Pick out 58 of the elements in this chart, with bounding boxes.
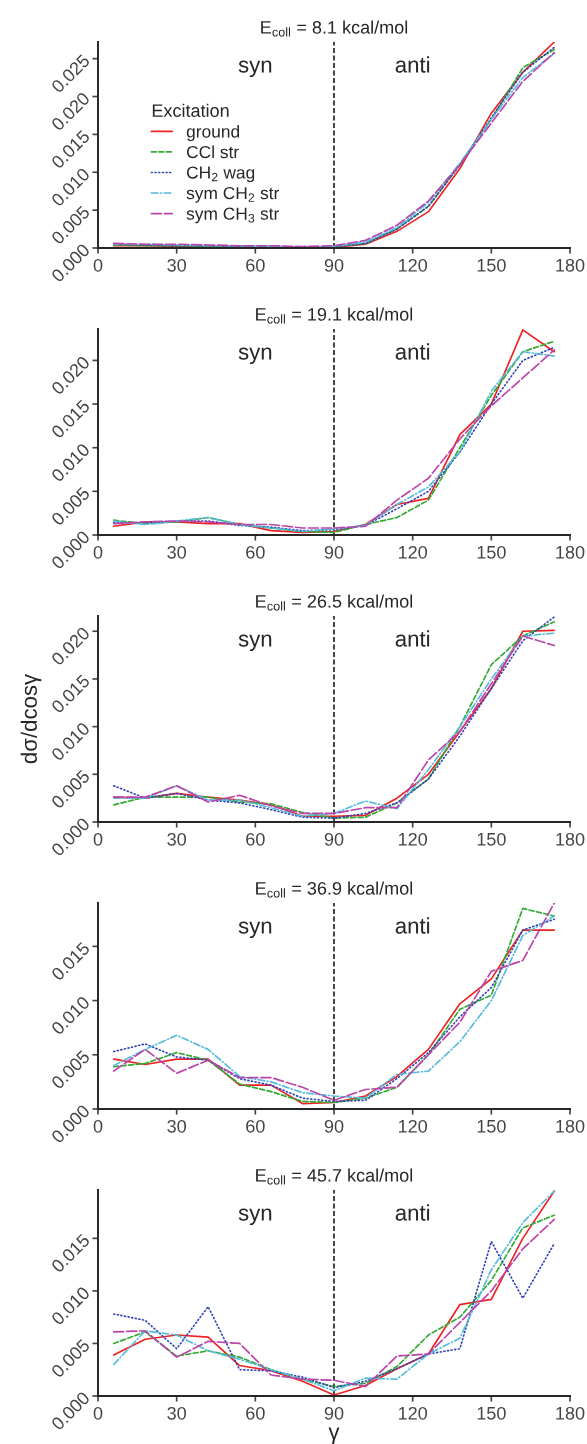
annotation: anti xyxy=(395,1204,430,1221)
x-tick-label: 120 xyxy=(398,258,428,272)
annotation: syn xyxy=(238,634,272,652)
x-tick-label: 180 xyxy=(556,258,585,272)
annotation: syn xyxy=(238,1208,272,1226)
annotation: anti xyxy=(395,343,430,360)
x-tick-label: 150 xyxy=(477,258,506,272)
annotation: syn xyxy=(238,347,272,365)
legend-title: Excitation xyxy=(152,103,229,118)
x-tick-label: 120 xyxy=(398,1119,428,1133)
annotation: anti xyxy=(395,917,430,934)
x-tick-label: 120 xyxy=(398,1406,428,1420)
x-tick-label: 0 xyxy=(93,258,103,272)
legend-label: CCl str xyxy=(186,145,239,159)
legend-label: sym CH$_{2}$ str xyxy=(186,186,280,203)
x-tick-label: 120 xyxy=(398,832,428,846)
x-axis-title: γ xyxy=(328,1427,340,1444)
x-tick-label: 90 xyxy=(324,545,344,559)
annotation: anti xyxy=(395,56,430,73)
x-tick-label: 90 xyxy=(324,832,344,846)
x-tick-label: 60 xyxy=(246,258,265,272)
x-tick-label: 150 xyxy=(477,1119,506,1133)
x-tick-label: 120 xyxy=(398,545,428,559)
x-tick-label: 150 xyxy=(477,832,506,846)
x-tick-label: 180 xyxy=(556,1406,585,1420)
chart-title: E$_{coll}$ = 8.1 kcal/mol xyxy=(261,20,408,37)
legend-label: sym CH$_{3}$ str xyxy=(186,207,280,224)
x-tick-label: 60 xyxy=(246,1406,265,1420)
chart-title: E$_{coll}$ = 19.1 kcal/mol xyxy=(256,307,413,324)
x-tick-label: 0 xyxy=(93,545,103,559)
x-tick-label: 180 xyxy=(556,1119,585,1133)
x-tick-label: 0 xyxy=(93,1119,103,1133)
x-tick-label: 60 xyxy=(246,1119,265,1133)
x-tick-label: 90 xyxy=(324,1119,344,1133)
annotation: syn xyxy=(238,60,272,78)
x-tick-label: 30 xyxy=(167,545,186,559)
annotation: syn xyxy=(238,921,272,939)
x-tick-label: 180 xyxy=(556,832,585,846)
annotation: anti xyxy=(395,630,430,647)
chart-title: E$_{coll}$ = 26.5 kcal/mol xyxy=(256,594,413,611)
y-axis-title: dσ/dcosγ xyxy=(20,673,42,764)
x-tick-label: 150 xyxy=(477,545,506,559)
x-tick-label: 180 xyxy=(556,545,585,559)
x-tick-label: 90 xyxy=(324,1406,344,1420)
legend-label: ground xyxy=(186,124,240,142)
x-tick-label: 30 xyxy=(167,1119,186,1133)
x-tick-label: 30 xyxy=(167,832,186,846)
x-tick-label: 30 xyxy=(167,258,186,272)
x-tick-label: 30 xyxy=(167,1406,186,1420)
x-tick-label: 90 xyxy=(324,258,344,272)
legend-label: CH$_{2}$ wag xyxy=(186,166,255,183)
x-tick-label: 0 xyxy=(93,1406,103,1420)
x-tick-label: 60 xyxy=(246,545,265,559)
chart-title: E$_{coll}$ = 45.7 kcal/mol xyxy=(256,1168,413,1185)
x-tick-label: 150 xyxy=(477,1406,506,1420)
x-tick-label: 60 xyxy=(246,832,265,846)
x-tick-label: 0 xyxy=(93,832,103,846)
chart-title: E$_{coll}$ = 36.9 kcal/mol xyxy=(256,881,413,898)
